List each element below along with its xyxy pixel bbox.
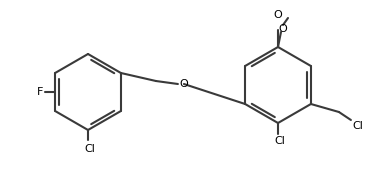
Text: Cl: Cl xyxy=(274,136,285,146)
Text: Cl: Cl xyxy=(85,144,95,154)
Text: Cl: Cl xyxy=(352,121,363,131)
Text: O: O xyxy=(279,24,287,34)
Text: F: F xyxy=(37,87,43,97)
Text: O: O xyxy=(179,79,187,89)
Text: O: O xyxy=(274,10,282,20)
